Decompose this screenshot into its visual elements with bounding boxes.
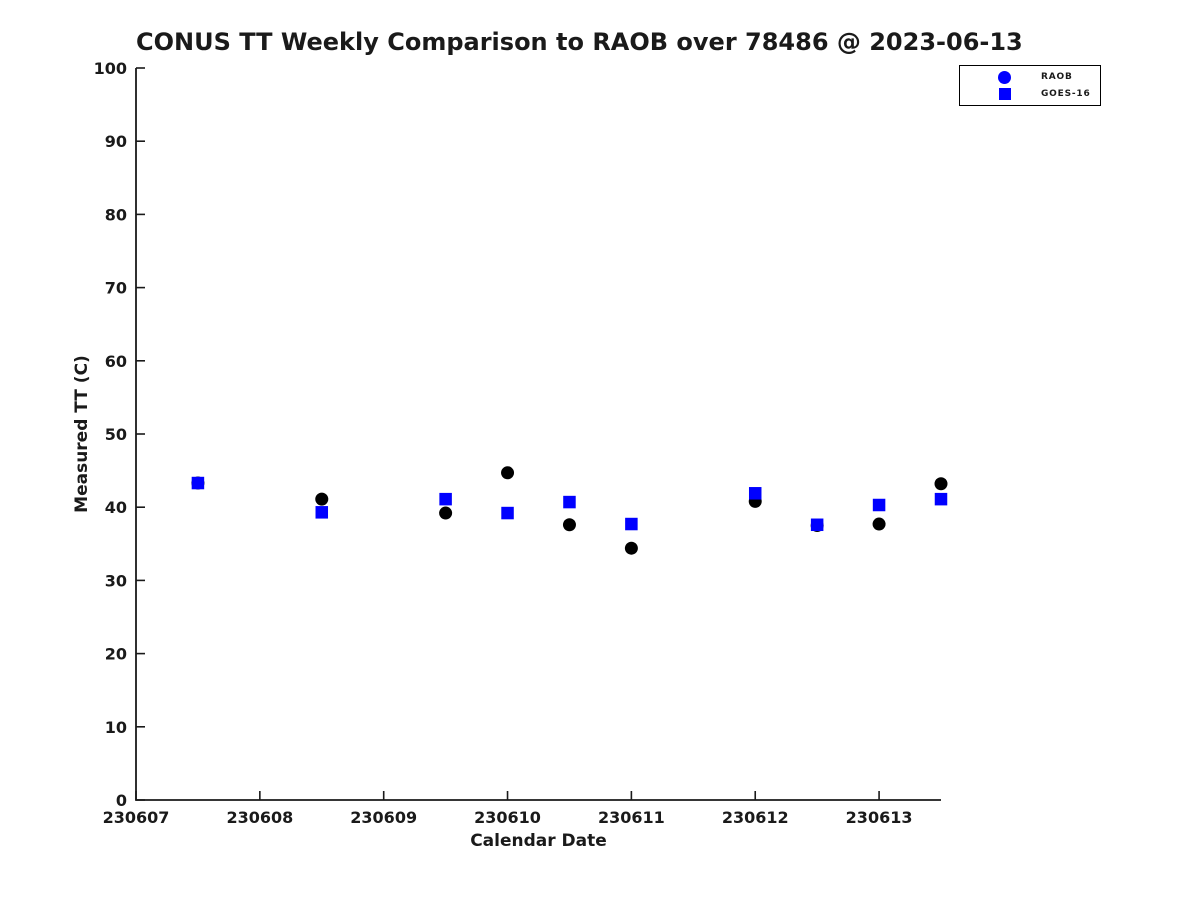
y-axis-tick-label: 90 bbox=[105, 132, 127, 151]
x-axis-label: Calendar Date bbox=[470, 831, 607, 851]
y-axis-tick-label: 80 bbox=[105, 205, 127, 224]
data-point-goes-16 bbox=[439, 492, 452, 506]
data-point-goes-16 bbox=[748, 487, 762, 500]
y-axis-tick-label: 30 bbox=[105, 571, 127, 590]
chart-title: CONUS TT Weekly Comparison to RAOB over … bbox=[136, 28, 1023, 56]
y-axis-label: Measured TT (C) bbox=[72, 355, 92, 513]
data-point-raob bbox=[872, 517, 886, 531]
y-axis-tick-label: 100 bbox=[94, 59, 127, 78]
y-axis-tick-label: 50 bbox=[105, 425, 127, 444]
y-axis-tick-label: 40 bbox=[105, 498, 127, 517]
x-axis-tick-label: 230608 bbox=[226, 808, 293, 827]
data-point-raob bbox=[439, 506, 453, 520]
data-point-goes-16 bbox=[625, 517, 638, 531]
data-point-raob bbox=[624, 541, 638, 555]
x-axis-tick-label: 230613 bbox=[846, 808, 913, 827]
data-point-goes-16 bbox=[501, 506, 514, 520]
x-axis-tick-label: 230609 bbox=[350, 808, 417, 827]
data-point-raob bbox=[934, 477, 948, 491]
x-axis-tick-label: 230607 bbox=[103, 808, 170, 827]
legend: RAOB GOES-16 bbox=[959, 65, 1101, 106]
data-point-goes-16 bbox=[315, 506, 329, 519]
y-axis-tick-label: 10 bbox=[105, 718, 127, 737]
y-axis-tick-label: 0 bbox=[116, 791, 127, 810]
data-point-goes-16 bbox=[934, 492, 948, 506]
data-point-goes-16 bbox=[810, 518, 824, 532]
legend-label-raob: RAOB bbox=[1041, 72, 1073, 83]
goes16-square-marker-icon bbox=[999, 87, 1011, 100]
legend-label-goes16: GOES-16 bbox=[1041, 88, 1091, 99]
data-point-raob bbox=[501, 466, 515, 480]
axis-spines bbox=[135, 68, 941, 801]
data-point-raob bbox=[562, 518, 576, 532]
legend-entry-goes16: GOES-16 bbox=[960, 86, 1100, 101]
raob-circle-marker-icon bbox=[998, 70, 1011, 84]
data-point-goes-16 bbox=[872, 498, 886, 512]
data-point-raob bbox=[315, 492, 329, 506]
y-axis-tick-label: 70 bbox=[105, 279, 127, 298]
data-point-goes-16 bbox=[191, 476, 205, 490]
y-axis-tick-label: 20 bbox=[105, 645, 127, 664]
y-axis-tick-label: 60 bbox=[105, 352, 127, 371]
data-point-goes-16 bbox=[563, 495, 576, 509]
x-axis-tick-label: 230611 bbox=[598, 808, 665, 827]
x-axis-tick-label: 230610 bbox=[474, 808, 541, 827]
x-axis-tick-label: 230612 bbox=[722, 808, 789, 827]
legend-entry-raob: RAOB bbox=[960, 70, 1100, 85]
